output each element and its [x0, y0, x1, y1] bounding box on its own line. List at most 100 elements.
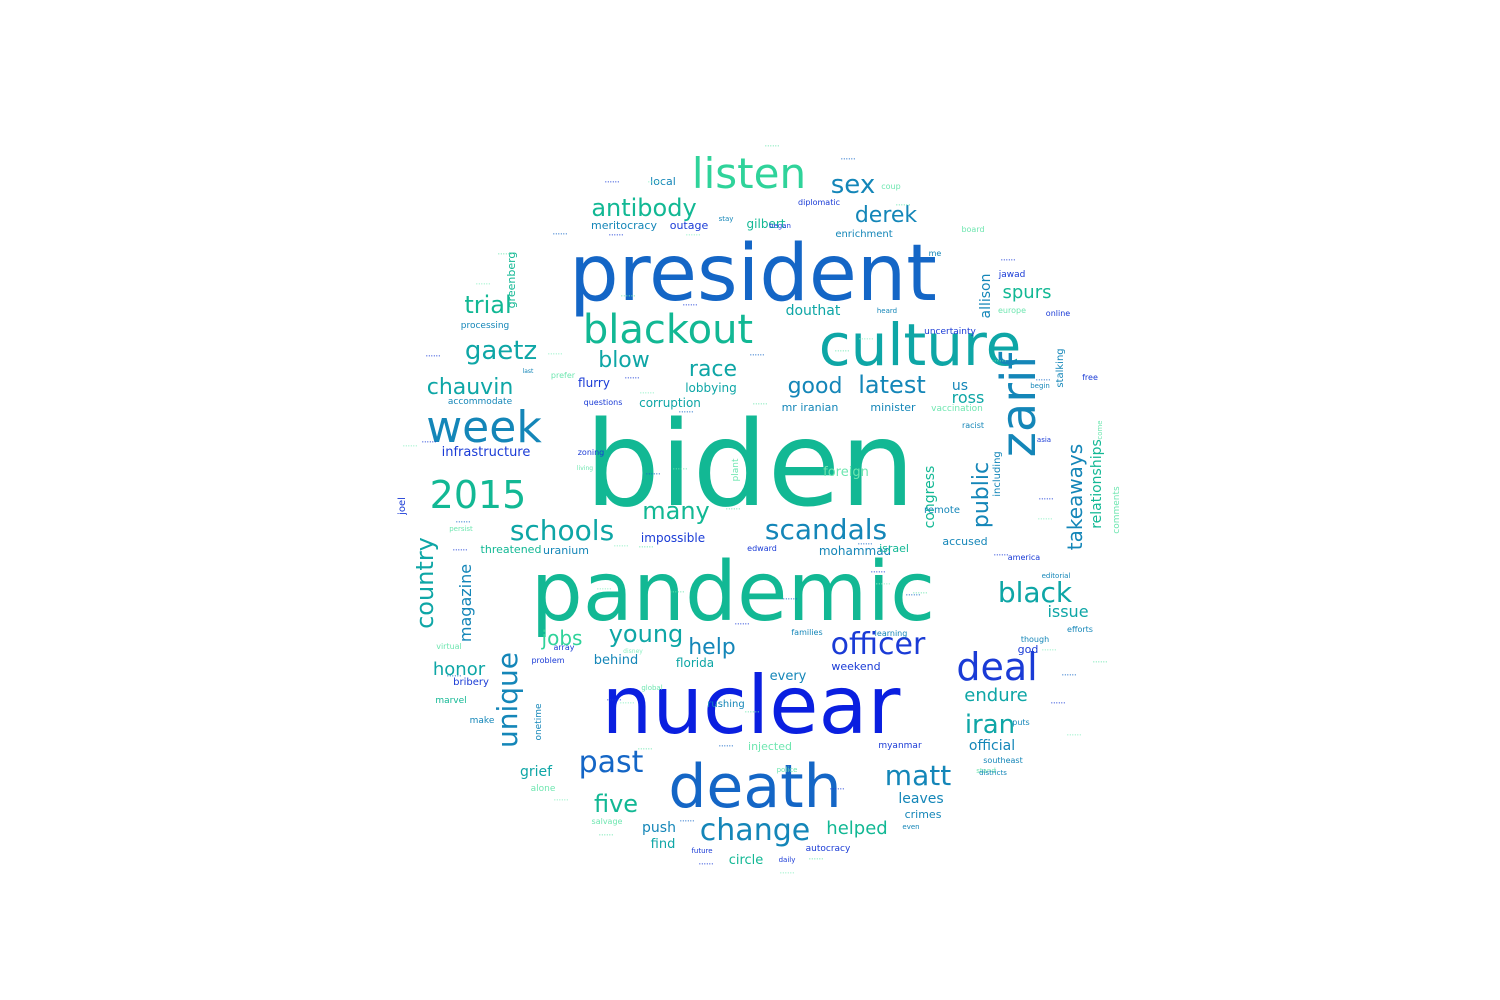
cloud-word-crimes: crimes — [905, 808, 942, 821]
cloud-word-change: change — [700, 813, 810, 848]
cloud-word-virtual: virtual — [436, 642, 462, 651]
cloud-word-florida: florida — [676, 656, 714, 670]
cloud-word-threatened: threatened — [481, 543, 542, 556]
cloud-word-zoning: zoning — [578, 448, 605, 457]
cloud-word-biden: biden — [585, 395, 915, 533]
cloud-word-plant: plant — [731, 458, 741, 481]
cloud-filler-mark: ∙∙∙∙∙∙ — [645, 471, 660, 476]
cloud-word-sex: sex — [831, 170, 875, 200]
cloud-word-spurs: spurs — [1003, 282, 1052, 303]
cloud-word-begin: begin — [1030, 382, 1050, 390]
cloud-word-me: me — [929, 249, 942, 258]
cloud-word-onetime: onetime — [534, 703, 544, 741]
cloud-word-flurry: flurry — [578, 376, 610, 390]
cloud-word-help: help — [688, 635, 736, 660]
cloud-word-iran: iran — [965, 710, 1015, 740]
cloud-filler-mark: ∙∙∙∙∙∙ — [608, 232, 623, 237]
cloud-filler-mark: ∙∙∙∙∙∙ — [725, 506, 740, 511]
cloud-filler-mark: ∙∙∙∙∙∙ — [1061, 672, 1076, 677]
cloud-word-blow: blow — [598, 348, 650, 373]
cloud-word-honor: honor — [433, 659, 486, 680]
cloud-word-last: last — [523, 368, 534, 375]
cloud-word-injected: injected — [748, 740, 792, 753]
cloud-word-chauvin: chauvin — [427, 375, 514, 400]
cloud-word-disney: disney — [623, 648, 643, 655]
cloud-word-future: future — [691, 847, 712, 855]
cloud-filler-mark: ∙∙∙∙∙∙ — [834, 348, 849, 353]
cloud-word-marvel: marvel — [435, 696, 466, 706]
cloud-filler-mark: ∙∙∙∙∙∙ — [895, 202, 910, 207]
cloud-word-ross: ross — [952, 388, 985, 407]
cloud-word-free: free — [1082, 373, 1098, 382]
cloud-word-pandemic: pandemic — [531, 545, 936, 640]
cloud-word-death: death — [668, 752, 841, 822]
cloud-word-gaetz: gaetz — [465, 336, 537, 366]
cloud-word-foreign: foreign — [823, 465, 869, 480]
cloud-word-takeaways: takeaways — [1063, 444, 1087, 550]
cloud-filler-mark: ∙∙∙∙∙∙ — [672, 466, 687, 471]
cloud-word-salvage: salvage — [592, 817, 623, 826]
cloud-word-daily: daily — [779, 856, 796, 864]
cloud-word-relationships: relationships — [1089, 439, 1105, 529]
cloud-filler-mark: ∙∙∙∙∙∙ — [829, 786, 844, 791]
cloud-word-matt: matt — [885, 759, 951, 792]
cloud-filler-mark: ∙∙∙∙∙∙ — [912, 590, 927, 595]
cloud-word-editorial: editorial — [1042, 572, 1071, 580]
cloud-filler-mark: ∙∙∙∙∙∙ — [685, 232, 700, 237]
cloud-filler-mark: ∙∙∙∙∙∙ — [606, 697, 621, 702]
cloud-filler-mark: ∙∙∙∙∙∙ — [808, 856, 823, 861]
cloud-word-asia: asia — [1037, 436, 1051, 444]
cloud-word-week: week — [426, 402, 542, 453]
cloud-word-police: police — [777, 766, 798, 774]
cloud-word-jobs: jobs — [541, 626, 583, 650]
cloud-word-scandals: scandals — [765, 513, 887, 546]
cloud-word-unique: unique — [491, 652, 524, 748]
cloud-word-infrastructure: infrastructure — [442, 445, 531, 460]
cloud-filler-mark: ∙∙∙∙∙∙ — [1038, 496, 1053, 501]
cloud-word-autocracy: autocracy — [806, 844, 851, 854]
cloud-filler-mark: ∙∙∙∙∙∙ — [639, 390, 654, 395]
cloud-filler-mark: ∙∙∙∙∙∙ — [455, 519, 470, 524]
cloud-word-allison: allison — [978, 274, 994, 319]
cloud-word-deal: deal — [956, 645, 1037, 689]
cloud-filler-mark: ∙∙∙∙∙∙ — [402, 443, 417, 448]
cloud-word-districts: districts — [979, 769, 1007, 777]
cloud-word-us: us — [952, 378, 968, 394]
cloud-filler-mark: ∙∙∙∙∙∙ — [475, 281, 490, 286]
cloud-filler-mark: ∙∙∙∙∙∙ — [446, 673, 461, 678]
cloud-word-diplomatic: diplomatic — [798, 198, 840, 207]
cloud-word-five: five — [594, 790, 638, 818]
cloud-word-rushing: rushing — [707, 699, 744, 710]
cloud-filler-mark: ∙∙∙∙∙∙ — [637, 746, 652, 751]
cloud-filler-mark: ∙∙∙∙∙∙ — [678, 409, 693, 414]
cloud-word-enrichment: enrichment — [835, 229, 892, 240]
cloud-filler-mark: ∙∙∙∙∙∙ — [638, 544, 653, 549]
cloud-filler-mark: ∙∙∙∙∙∙ — [749, 352, 764, 357]
cloud-word-minister: minister — [870, 401, 916, 414]
cloud-word-accommodate: accommodate — [448, 397, 513, 407]
cloud-word-problem: problem — [531, 656, 564, 665]
cloud-word-uncertainty: uncertainty — [924, 327, 976, 337]
cloud-word-impossible: impossible — [641, 531, 705, 545]
cloud-word-bribery: bribery — [453, 677, 489, 688]
cloud-word-alone: alone — [531, 784, 556, 794]
cloud-word-prefer: prefer — [551, 371, 576, 380]
cloud-filler-mark: ∙∙∙∙∙∙ — [619, 700, 634, 705]
cloud-word-antibody: antibody — [591, 194, 696, 222]
cloud-filler-mark: ∙∙∙∙∙∙ — [764, 143, 779, 148]
cloud-word-coup: coup — [881, 182, 900, 191]
cloud-word-racist: racist — [962, 421, 984, 430]
cloud-word-stand: stand — [976, 767, 996, 775]
cloud-filler-mark: ∙∙∙∙∙∙ — [744, 709, 759, 714]
cloud-word-heard: heard — [877, 307, 897, 315]
cloud-word-even: even — [902, 823, 919, 831]
cloud-word-edward: edward — [747, 544, 777, 553]
cloud-filler-mark: ∙∙∙∙∙∙ — [1041, 647, 1056, 652]
cloud-word-jawad: jawad — [998, 270, 1026, 280]
cloud-word-efforts: efforts — [1067, 625, 1093, 634]
cloud-word-country: country — [411, 537, 439, 629]
cloud-word-race: race — [689, 357, 737, 382]
cloud-word-america: america — [1008, 553, 1041, 562]
cloud-filler-mark: ∙∙∙∙∙∙ — [1037, 516, 1052, 521]
